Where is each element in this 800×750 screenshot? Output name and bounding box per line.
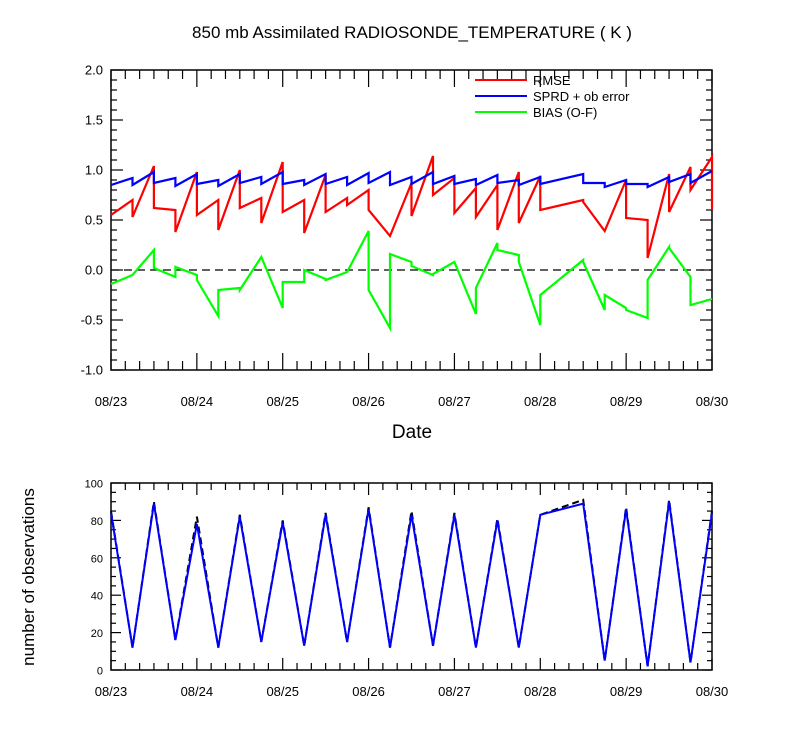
bottom-xtick-label: 08/30 [696, 684, 729, 699]
bottom-series-possible [110, 498, 713, 667]
bottom-xtick-label: 08/27 [438, 684, 471, 699]
bottom-chart: 08/23 08/24 08/25 08/26 08/27 08/28 08/29 08/30… [19, 479, 728, 700]
top-series-bias-o-f [110, 230, 713, 333]
top-ytick-label: 2.0 [85, 63, 103, 78]
bottom-xtick-label: 08/25 [266, 684, 299, 699]
bottom-series-used [110, 501, 713, 667]
bottom-ytick-label: 80 [91, 516, 103, 528]
bottom-xtick-label: 08/28 [524, 684, 557, 699]
top-ytick-label: -0.5 [81, 313, 103, 328]
bottom-ytick-label: 100 [85, 479, 103, 491]
legend-label-sprd: SPRD + ob error [533, 89, 630, 104]
legend-label-bias: BIAS (O-F) [533, 105, 597, 120]
bottom-frame [110, 482, 713, 671]
bottom-ytick-label: 60 [91, 553, 103, 565]
top-ytick-label: 0.5 [85, 213, 103, 228]
bottom-xtick-label: 08/29 [610, 684, 643, 699]
top-ytick-label: 1.0 [85, 163, 103, 178]
top-xtick-label: 08/29 [610, 394, 643, 409]
top-xtick-label: 08/25 [266, 394, 299, 409]
bottom-ytick-label: 0 [97, 666, 103, 678]
top-series-sprd-ob-error [110, 170, 713, 189]
y-axis-title-bottom: number of observations [19, 488, 38, 666]
bottom-ytick-label: 40 [91, 591, 103, 603]
top-xtick-label: 08/23 [95, 394, 128, 409]
top-xtick-label: 08/30 [696, 394, 729, 409]
x-axis-title: Date [392, 422, 432, 443]
bottom-ytick-label: 20 [91, 628, 103, 640]
top-ytick-label: 1.5 [85, 113, 103, 128]
top-plot-area: 08/23 08/24 08/25 08/26 08/27 08/28 08/29 08/30… [81, 63, 729, 410]
bottom-xtick-label: 08/23 [95, 684, 128, 699]
bottom-xtick-label: 08/26 [352, 684, 385, 699]
top-ytick-label: 0.0 [85, 263, 103, 278]
top-xtick-label: 08/24 [181, 394, 214, 409]
top-xtick-label: 08/27 [438, 394, 471, 409]
legend-label-rmse: RMSE [533, 73, 571, 88]
top-ytick-label: -1.0 [81, 363, 103, 378]
chart-title: 850 mb Assimilated RADIOSONDE_TEMPERATUR… [192, 23, 632, 42]
top-xtick-label: 08/26 [352, 394, 385, 409]
legend: RMSE SPRD + ob error BIAS (O-F) [475, 73, 630, 120]
top-chart: 850 mb Assimilated RADIOSONDE_TEMPERATUR… [81, 23, 729, 443]
top-series-rmse [110, 153, 714, 259]
bottom-xtick-label: 08/24 [181, 684, 214, 699]
top-frame [110, 69, 713, 371]
top-xtick-label: 08/28 [524, 394, 557, 409]
bottom-plot-area: 08/23 08/24 08/25 08/26 08/27 08/28 08/29 08/30… [85, 479, 729, 700]
